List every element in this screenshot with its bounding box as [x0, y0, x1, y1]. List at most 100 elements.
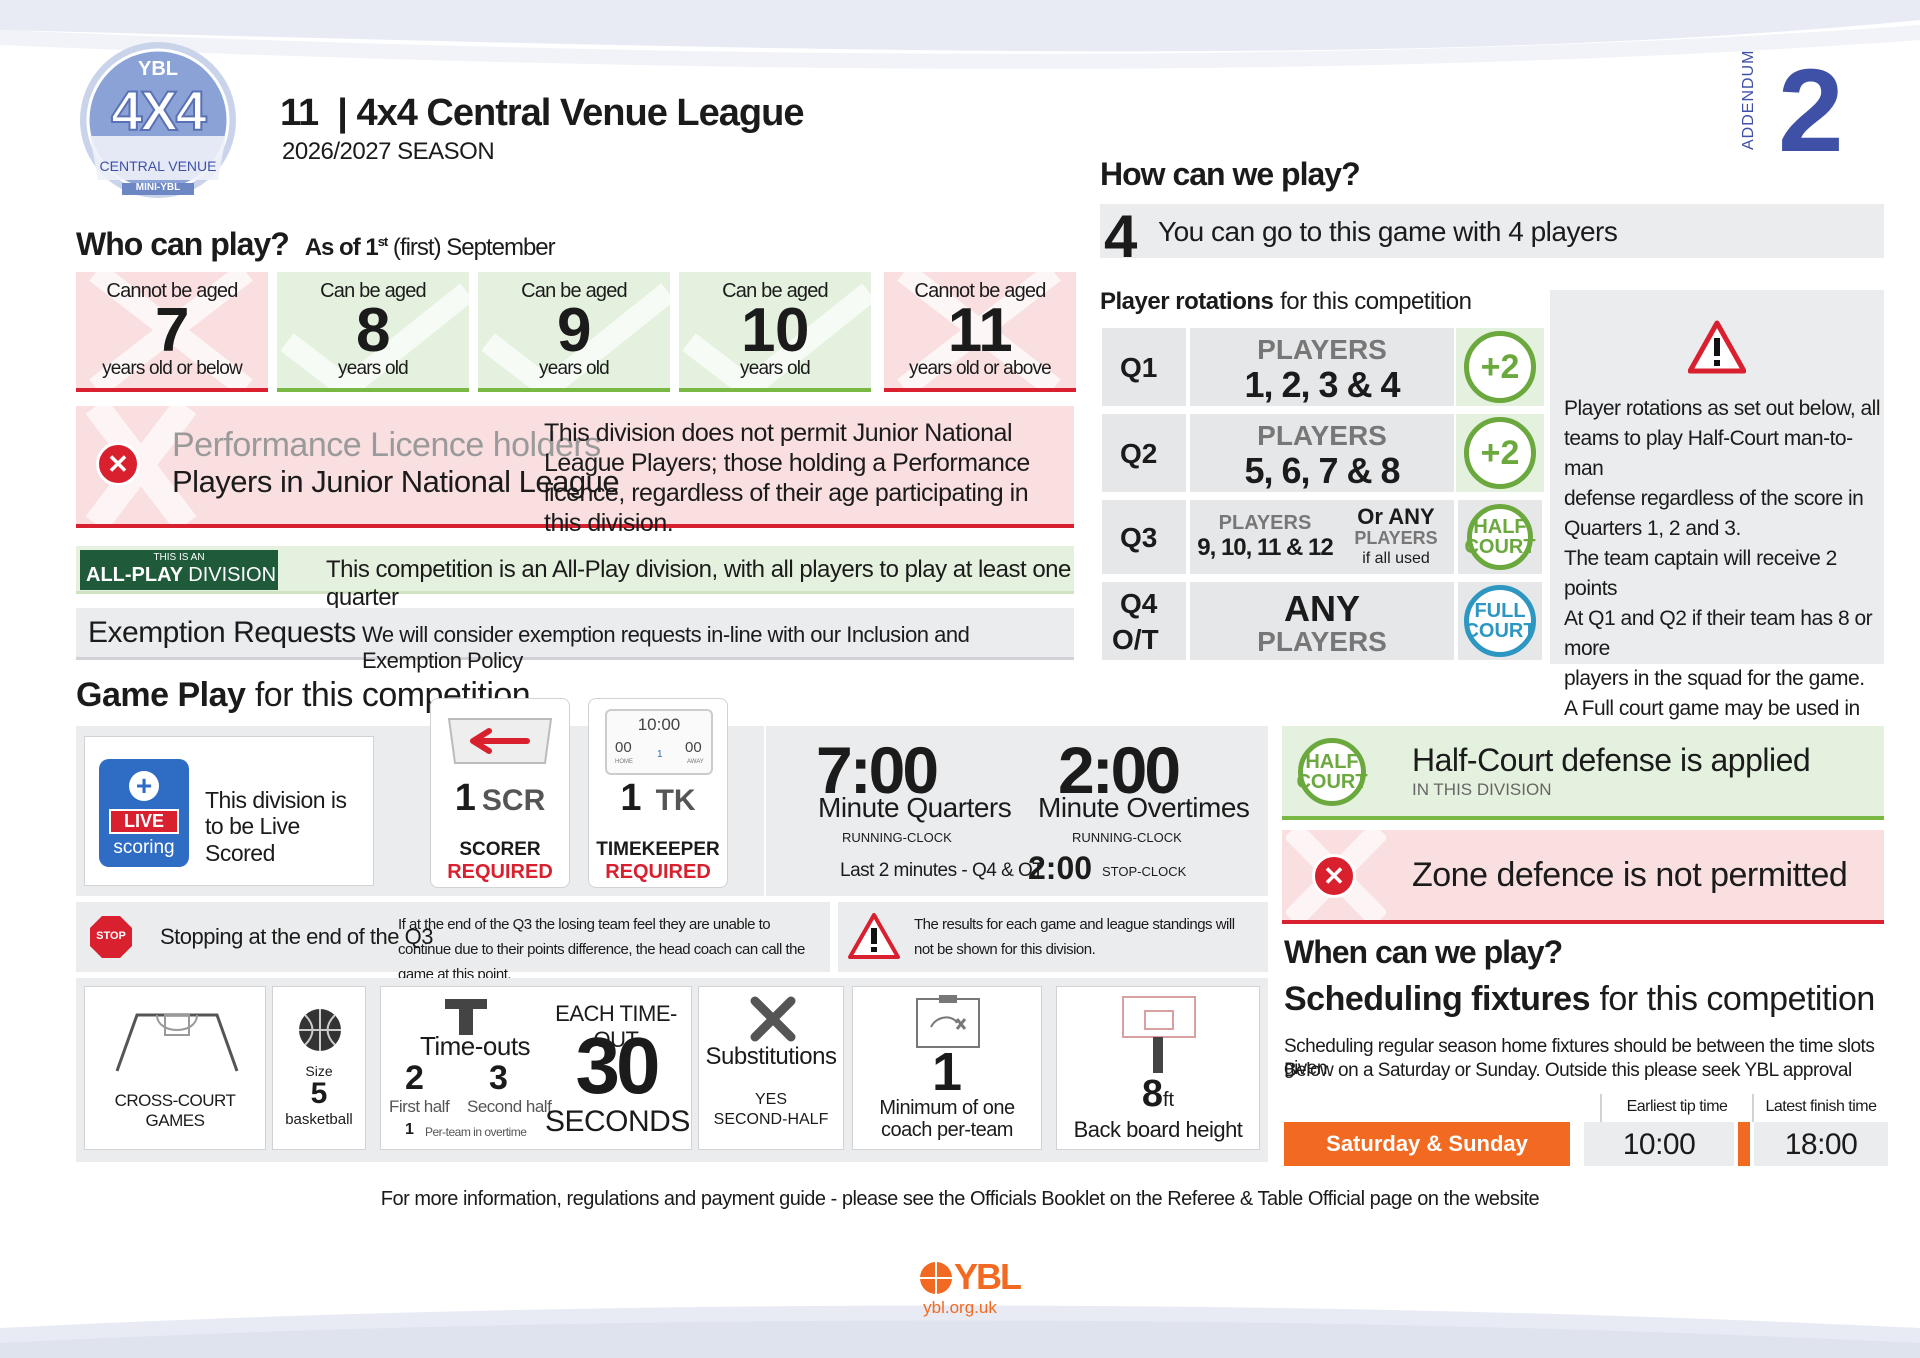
ball-label: basketball: [285, 1111, 353, 1128]
scoreboard-time: 10:00: [637, 715, 681, 734]
last2-time: 2:00: [1028, 850, 1093, 886]
q2-line1: PLAYERS: [1257, 420, 1387, 451]
q4-line1: ANY: [1283, 588, 1360, 629]
timeout-icon: [445, 999, 487, 1035]
age-box: Can be aged 8 years old: [277, 272, 469, 392]
age-box: Cannot be aged 11 years old or above: [884, 272, 1076, 392]
results-panel: The results for each game and league sta…: [838, 902, 1268, 972]
allplay-text: This competition is an All-Play division…: [326, 556, 1071, 611]
subs-card: Substitutions YES SECOND-HALF: [698, 986, 844, 1150]
players-count-panel: 4 You can go to this game with 4 players: [1100, 203, 1884, 270]
when-heading: When can we play?: [1284, 934, 1563, 970]
scoreboard-home: 00: [615, 739, 632, 756]
age-box: Can be aged 10 years old: [679, 272, 871, 392]
results-text: The results for each game and league sta…: [914, 916, 1235, 958]
age-num: 7: [155, 296, 189, 365]
ot-time: 2:00: [1058, 733, 1181, 807]
q2-line2: 5, 6, 7 & 8: [1244, 450, 1400, 491]
rotation-notes-panel: Player rotations as set out below, all te…: [1550, 290, 1884, 750]
q3-or2: PLAYERS: [1354, 528, 1438, 548]
q1-line2: 1, 2, 3 & 4: [1244, 364, 1400, 405]
game-times-panel: 7:00 Minute Quarters RUNNING-CLOCK 2:00 …: [766, 726, 1268, 896]
all-play-panel: THIS IS AN ALL-PLAY DIVISION This compet…: [76, 546, 1074, 611]
allplay-small: THIS IS AN: [153, 552, 205, 563]
earliest-label: Earliest tip time: [1626, 1098, 1728, 1115]
board-height-num: 8: [1141, 1073, 1163, 1115]
age-top: Cannot be aged: [106, 280, 238, 302]
as-of-pre: As of 1: [304, 234, 379, 261]
perf-sub: Players in Junior National League: [172, 464, 620, 499]
live-scoring-label: scoring: [113, 837, 175, 858]
stop-title: Stopping at the end of the Q3: [160, 924, 433, 949]
players-count-text: You can go to this game with 4 players: [1158, 216, 1618, 247]
rotation-note-line: Quarters 1, 2 and 3.: [1564, 517, 1741, 540]
board-height-unit: ft: [1163, 1089, 1175, 1111]
q4-label-cell: Q4 O/T: [1100, 580, 1188, 662]
scr-abbr: SCR: [481, 784, 546, 817]
stop-text: If at the end of the Q3 the losing team …: [398, 916, 805, 983]
q3-line2: 9, 10, 11 & 12: [1197, 534, 1333, 561]
warning-icon: [848, 913, 900, 959]
age-bottom: years old: [539, 358, 610, 379]
last2-stop: STOP-CLOCK: [1102, 864, 1187, 879]
second-half-label: Second half: [467, 1097, 552, 1116]
age-top: Can be aged: [320, 280, 427, 302]
timeouts-second: 3: [489, 1059, 508, 1097]
q3-label-cell: Q3: [1100, 498, 1188, 576]
rotation-note-line: The team captain will receive 2 points: [1564, 547, 1837, 600]
timeouts-first: 2: [405, 1059, 424, 1097]
subs-yes: YES: [754, 1091, 787, 1108]
sched-heading: Scheduling fixtures for this competition: [1284, 980, 1875, 1019]
full-court-icon: FULL COURT: [1464, 585, 1536, 657]
subs-half: SECOND-HALF: [713, 1111, 829, 1128]
tk-required: REQUIRED: [605, 861, 711, 883]
ball-size: 5: [310, 1077, 328, 1110]
exemption-text: We will consider exemption requests in-l…: [362, 622, 970, 673]
earliest-time: 10:00: [1622, 1128, 1696, 1161]
orange-divider: [1738, 1122, 1750, 1166]
addendum-label: ADDENDUM: [1740, 49, 1757, 150]
scorer-card: 1 SCR SCORER REQUIRED: [430, 698, 570, 888]
perf-text: This division does not permit Junior Nat…: [544, 419, 1030, 537]
timeouts-title: Time-outs: [419, 1031, 531, 1061]
backboard-height: 8ft: [1057, 1073, 1259, 1116]
scr-num: 1: [454, 777, 476, 819]
top-swoosh: [0, 0, 1920, 80]
rotation-note-line: players in the squad for the game.: [1564, 667, 1865, 690]
age-bottom: years old: [740, 358, 811, 379]
scoreboard-icon: 10:00 00 00 1 HOME AWAY: [605, 709, 713, 775]
ot-label: Minute Overtimes: [1038, 792, 1250, 823]
age-num: 11: [947, 296, 1013, 365]
rotation-note-line: teams to play Half-Court man-to-man: [1564, 427, 1853, 480]
ot-timeouts-num: 1: [405, 1121, 414, 1138]
scorer-table-icon: [447, 718, 553, 764]
rotations-title: Player rotations for this competition: [1100, 288, 1472, 316]
rotation-note-line: Player rotations as set out below, all: [1564, 397, 1881, 420]
latest-label: Latest finish time: [1765, 1098, 1877, 1115]
game-heading-text: Game Play: [76, 676, 246, 714]
logo-ribbon: MINI-YBL: [135, 182, 181, 193]
q4-players-cell: ANY PLAYERS: [1188, 580, 1456, 662]
live-text-1: This division is: [205, 787, 347, 813]
stop-sign-icon: [90, 916, 132, 958]
warning-icon: [1688, 320, 1746, 374]
rotation-note-line: defense regardless of the score in: [1564, 487, 1864, 510]
schedule-table: Earliest tip time Latest finish time Sat…: [1284, 1094, 1888, 1168]
age-box: Can be aged 9 years old: [478, 272, 670, 392]
who-heading: Who can play? As of 1st (first) Septembe…: [76, 226, 556, 263]
clipboard-icon: [916, 995, 980, 1048]
exemption-title: Exemption Requests: [88, 616, 356, 649]
live-scoring-icon: + LIVE scoring: [99, 759, 189, 867]
performance-licence-panel: ✕ Performance Licence holders Players in…: [76, 406, 1074, 537]
ot-label: O/T: [1112, 624, 1159, 655]
rotation-notes: Player rotations as set out below, all te…: [1564, 394, 1881, 754]
exemption-panel: Exemption Requests We will consider exem…: [76, 608, 1074, 673]
allplay-big-text: ALL-PLAY: [86, 564, 183, 586]
coach-num: 1: [931, 1042, 963, 1102]
logo-ybl-text: YBL: [138, 58, 178, 80]
divider: [1752, 1094, 1754, 1122]
basketball-icon: [920, 1262, 952, 1294]
footer-logo: YBL: [918, 1256, 1048, 1298]
x-circle-icon: ✕: [1312, 854, 1356, 898]
stop-sign-text: STOP: [96, 930, 126, 942]
